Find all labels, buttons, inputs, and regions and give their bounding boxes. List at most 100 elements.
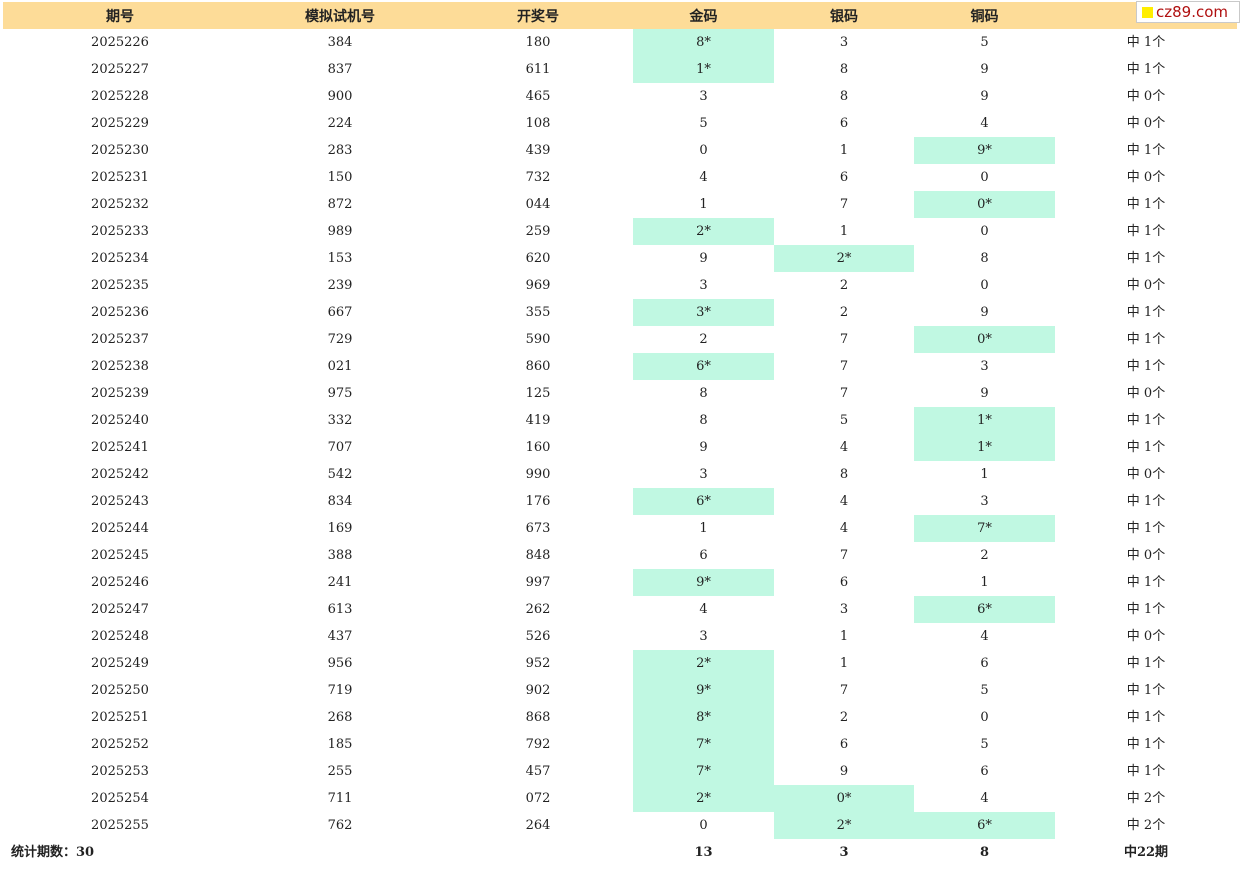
cell-result: 中 1个	[1126, 656, 1166, 671]
cell-sim-number: 255	[327, 764, 353, 779]
cell-silver: 2*	[774, 245, 914, 272]
table-row: 2025252 185 792 7* 6 5 中 1个	[3, 731, 1237, 758]
table-row: 2025231 150 732 4 6 0 中 0个	[3, 164, 1237, 191]
watermark-square-icon	[1142, 6, 1153, 18]
cell-silver: 1	[839, 629, 849, 644]
table-row: 2025239 975 125 8 7 9 中 0个	[3, 380, 1237, 407]
cell-silver: 2	[839, 305, 849, 320]
cell-copper: 4	[980, 116, 989, 131]
table-row: 2025251 268 868 8* 2 0 中 1个	[3, 704, 1237, 731]
cell-silver: 7	[839, 359, 849, 374]
cell-gold: 0	[699, 818, 708, 833]
cell-silver: 7	[839, 548, 849, 563]
cell-period: 2025234	[91, 251, 149, 266]
cell-silver: 2	[839, 278, 849, 293]
cell-sim-number: 900	[327, 89, 353, 104]
table-row: 2025234 153 620 9 2* 8 中 1个	[3, 245, 1237, 272]
cell-sim-number: 283	[327, 143, 353, 158]
cell-copper: 1	[980, 467, 989, 482]
cell-period: 2025242	[91, 467, 149, 482]
cell-period: 2025255	[91, 818, 149, 833]
cell-period: 2025252	[91, 737, 149, 752]
cell-draw-number: 439	[525, 143, 551, 158]
cell-sim-number: 719	[327, 683, 353, 698]
table-row: 2025245 388 848 6 7 2 中 0个	[3, 542, 1237, 569]
table-row: 2025250 719 902 9* 7 5 中 1个	[3, 677, 1237, 704]
summary-silver-count: 3	[839, 845, 849, 860]
cell-silver: 6	[839, 575, 849, 590]
cell-gold: 8	[699, 386, 708, 401]
table-row: 2025235 239 969 3 2 0 中 0个	[3, 272, 1237, 299]
cell-sim-number: 762	[327, 818, 353, 833]
table-row: 2025248 437 526 3 1 4 中 0个	[3, 623, 1237, 650]
table-row: 2025240 332 419 8 5 1* 中 1个	[3, 407, 1237, 434]
table-row: 2025253 255 457 7* 9 6 中 1个	[3, 758, 1237, 785]
cell-period: 2025249	[91, 656, 149, 671]
cell-copper: 9	[980, 305, 989, 320]
cell-result: 中 0个	[1126, 629, 1166, 644]
summary-empty	[237, 839, 443, 866]
summary-period-count: 统计期数：30	[11, 845, 95, 860]
cell-gold: 2	[699, 332, 708, 347]
cell-gold: 1*	[633, 56, 774, 83]
cell-copper: 8	[980, 251, 989, 266]
cell-sim-number: 150	[327, 170, 353, 185]
cell-draw-number: 952	[525, 656, 551, 671]
cell-silver: 7	[839, 386, 849, 401]
cell-sim-number: 667	[327, 305, 353, 320]
cell-draw-number: 611	[525, 62, 551, 77]
cell-copper: 3	[980, 359, 989, 374]
cell-result: 中 1个	[1126, 197, 1166, 212]
cell-result: 中 2个	[1126, 818, 1166, 833]
cell-sim-number: 241	[327, 575, 353, 590]
cell-period: 2025227	[91, 62, 149, 77]
summary-row: 统计期数：30 13 3 8 中22期	[3, 839, 1237, 866]
cell-copper: 2	[980, 548, 989, 563]
table-row: 2025241 707 160 9 4 1* 中 1个	[3, 434, 1237, 461]
cell-result: 中 1个	[1126, 494, 1166, 509]
cell-copper: 0*	[914, 326, 1055, 353]
col-header-silver: 银码	[774, 2, 914, 29]
cell-period: 2025241	[91, 440, 149, 455]
cell-copper: 4	[980, 791, 989, 806]
cell-silver: 1	[839, 224, 849, 239]
table-row: 2025255 762 264 0 2* 6* 中 2个	[3, 812, 1237, 839]
cell-result: 中 1个	[1126, 764, 1166, 779]
cell-silver: 5	[839, 413, 849, 428]
cell-result: 中 0个	[1126, 548, 1166, 563]
cell-result: 中 1个	[1126, 440, 1166, 455]
cell-copper: 1*	[914, 407, 1055, 434]
cell-period: 2025231	[91, 170, 149, 185]
cell-gold: 3	[699, 89, 708, 104]
cell-gold: 9	[699, 440, 708, 455]
cell-period: 2025243	[91, 494, 149, 509]
cell-draw-number: 259	[525, 224, 551, 239]
cell-gold: 9	[699, 251, 708, 266]
cell-period: 2025226	[91, 35, 149, 50]
cell-copper: 9	[980, 386, 989, 401]
cell-sim-number: 224	[327, 116, 353, 131]
cell-silver: 8	[839, 89, 849, 104]
cell-draw-number: 180	[525, 35, 551, 50]
cell-sim-number: 332	[327, 413, 353, 428]
cell-period: 2025236	[91, 305, 149, 320]
cell-sim-number: 872	[327, 197, 353, 212]
cell-sim-number: 021	[327, 359, 353, 374]
cell-result: 中 1个	[1126, 602, 1166, 617]
cell-sim-number: 388	[327, 548, 353, 563]
cell-sim-number: 956	[327, 656, 353, 671]
cell-draw-number: 262	[525, 602, 551, 617]
header-row: 期号 模拟试机号 开奖号 金码 银码 铜码 中	[3, 2, 1237, 29]
cell-draw-number: 969	[525, 278, 551, 293]
cell-draw-number: 526	[525, 629, 551, 644]
cell-result: 中 2个	[1126, 791, 1166, 806]
watermark-text: cz89.com	[1156, 3, 1229, 21]
cell-copper: 1	[980, 575, 989, 590]
cell-draw-number: 465	[525, 89, 551, 104]
table-row: 2025227 837 611 1* 8 9 中 1个	[3, 56, 1237, 83]
cell-sim-number: 729	[327, 332, 353, 347]
cell-period: 2025248	[91, 629, 149, 644]
table-row: 2025229 224 108 5 6 4 中 0个	[3, 110, 1237, 137]
cell-copper: 0	[980, 710, 989, 725]
cell-silver: 8	[839, 467, 849, 482]
